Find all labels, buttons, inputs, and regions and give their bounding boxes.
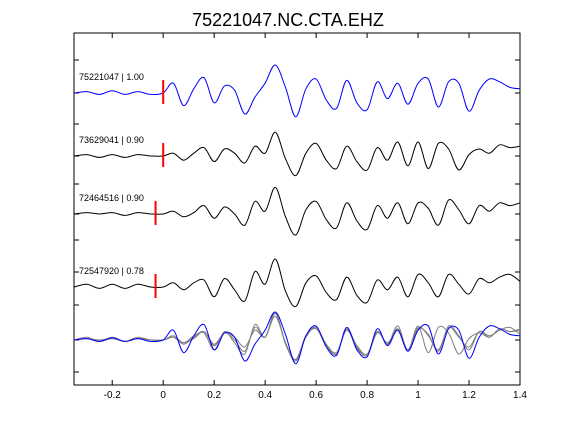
x-axis: -0.2 0 0.2 0.4 0.6 0.8 1 1.2 1.4	[104, 33, 527, 401]
overlay-stack	[73, 311, 521, 365]
x-tick-label: 0.4	[258, 390, 272, 401]
trace-0-label: 75221047 | 1.00	[79, 72, 144, 82]
x-tick-label: -0.2	[104, 390, 122, 401]
x-tick-label: 0.8	[360, 390, 374, 401]
x-tick-label: 0.6	[309, 390, 323, 401]
trace-1-label: 73629041 | 0.90	[79, 135, 144, 145]
chart-title: 75221047.NC.CTA.EHZ	[192, 10, 384, 30]
overlay-trace-3	[73, 311, 521, 361]
x-tick-label: 1.4	[513, 390, 527, 401]
y-tick-marks	[74, 59, 520, 373]
x-tick-label: 1	[415, 390, 421, 401]
trace-2-label: 72464516 | 0.90	[79, 193, 144, 203]
trace-3-waveform	[73, 258, 521, 308]
plot-area	[73, 32, 521, 386]
trace-stack: 75221047 | 1.00 73629041 | 0.90 72464516 |…	[73, 64, 521, 308]
x-tick-label: 1.2	[462, 390, 476, 401]
overlay-trace-0	[73, 311, 521, 365]
trace-2-waveform	[73, 186, 521, 236]
x-tick-label: 0	[160, 390, 166, 401]
trace-3-label: 72547920 | 0.78	[79, 266, 144, 276]
x-tick-label: 0.2	[207, 390, 221, 401]
